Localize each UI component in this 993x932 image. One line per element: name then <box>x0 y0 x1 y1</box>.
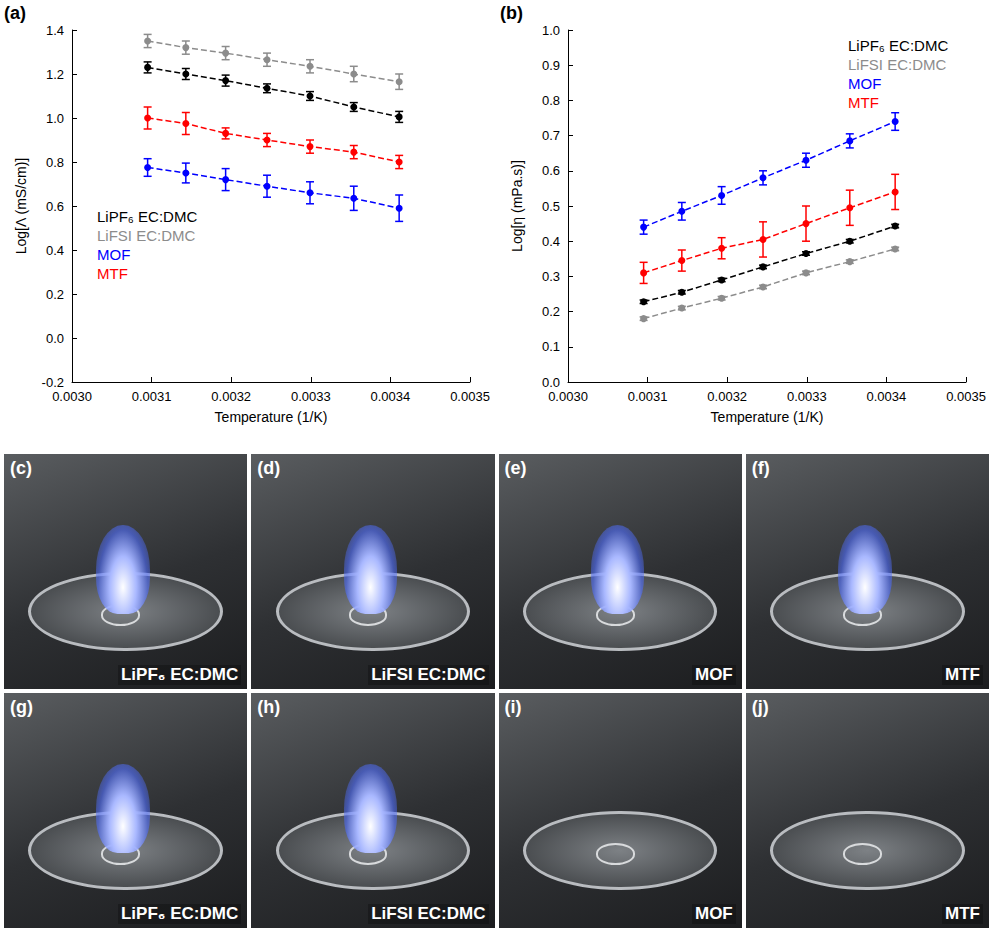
html-text:MOF: MOF <box>695 665 733 684</box>
html-text:(j): (j) <box>751 697 769 717</box>
svg-text:0.0031: 0.0031 <box>628 389 668 404</box>
svg-text:Log[η (mPa.s)]: Log[η (mPa.s)] <box>509 160 525 252</box>
svg-text:1.2: 1.2 <box>46 67 64 82</box>
html-text:(h): (h) <box>257 697 281 717</box>
svg-text:0.0035: 0.0035 <box>450 389 490 404</box>
html-text:(c): (c) <box>10 458 32 478</box>
svg-text:0.4: 0.4 <box>46 243 64 258</box>
svg-text:0.8: 0.8 <box>46 155 64 170</box>
svg-text:0.8: 0.8 <box>542 93 560 108</box>
html-text:MTF: MTF <box>945 665 980 684</box>
svg-text:MOF: MOF <box>97 246 130 263</box>
svg-text:0.0032: 0.0032 <box>707 389 747 404</box>
svg-text:MTF: MTF <box>97 265 128 282</box>
svg-text:1.0: 1.0 <box>542 23 560 38</box>
html-text:(d): (d) <box>257 458 281 478</box>
svg-text:(a): (a) <box>4 3 26 23</box>
svg-text:LiPF₆ EC:DMC: LiPF₆ EC:DMC <box>97 208 197 225</box>
svg-text:0.7: 0.7 <box>542 128 560 143</box>
svg-text:-0.2: -0.2 <box>42 375 64 390</box>
svg-text:0.0031: 0.0031 <box>132 389 172 404</box>
svg-text:Log[Λ (mS/cm)]: Log[Λ (mS/cm)] <box>13 158 29 254</box>
svg-text:1.0: 1.0 <box>46 111 64 126</box>
html-text:(g): (g) <box>10 697 33 717</box>
svg-text:(b): (b) <box>500 3 523 23</box>
svg-text:Temperature (1/K): Temperature (1/K) <box>215 409 328 425</box>
html-text:LiFSI EC:DMC: LiFSI EC:DMC <box>371 665 486 684</box>
svg-text:0.0030: 0.0030 <box>52 389 92 404</box>
html-text:LiFSI EC:DMC: LiFSI EC:DMC <box>371 904 486 923</box>
html-text:(e): (e) <box>504 458 527 478</box>
svg-text:0.6: 0.6 <box>542 163 560 178</box>
svg-text:0.0034: 0.0034 <box>867 389 907 404</box>
svg-text:0.0033: 0.0033 <box>291 389 331 404</box>
svg-text:0.9: 0.9 <box>542 58 560 73</box>
svg-text:0.2: 0.2 <box>542 304 560 319</box>
svg-text:LiFSI EC:DMC: LiFSI EC:DMC <box>97 227 196 244</box>
svg-text:0.6: 0.6 <box>46 199 64 214</box>
svg-text:1.4: 1.4 <box>46 23 64 38</box>
svg-text:0.5: 0.5 <box>542 199 560 214</box>
svg-text:0.0033: 0.0033 <box>787 389 827 404</box>
svg-text:Temperature (1/K): Temperature (1/K) <box>711 409 824 425</box>
html-text:(f): (f) <box>751 458 770 478</box>
svg-text:MOF: MOF <box>848 75 881 92</box>
svg-text:LiFSI EC:DMC: LiFSI EC:DMC <box>848 56 947 73</box>
svg-text:MTF: MTF <box>848 94 879 111</box>
svg-text:0.0: 0.0 <box>46 331 64 346</box>
html-text:MOF: MOF <box>695 904 733 923</box>
svg-text:LiPF₆ EC:DMC: LiPF₆ EC:DMC <box>848 37 948 54</box>
svg-text:0.2: 0.2 <box>46 287 64 302</box>
svg-text:0.4: 0.4 <box>542 234 560 249</box>
svg-text:0.0032: 0.0032 <box>211 389 251 404</box>
html-text:(i): (i) <box>504 697 522 717</box>
html-text:MTF: MTF <box>945 904 980 923</box>
svg-text:0.0035: 0.0035 <box>946 389 986 404</box>
html-text:LiPF₆ EC:DMC: LiPF₆ EC:DMC <box>121 904 239 923</box>
html-text:LiPF₆ EC:DMC: LiPF₆ EC:DMC <box>121 665 239 684</box>
svg-text:0.1: 0.1 <box>542 339 560 354</box>
svg-text:0.0030: 0.0030 <box>548 389 588 404</box>
svg-text:0.0034: 0.0034 <box>371 389 411 404</box>
svg-text:0.3: 0.3 <box>542 269 560 284</box>
svg-text:0.0: 0.0 <box>542 375 560 390</box>
